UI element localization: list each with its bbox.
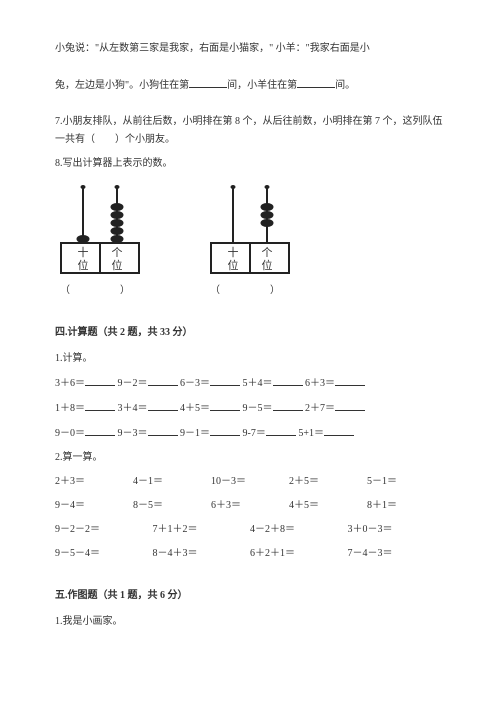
calc-grid-row: 2＋3＝4－1＝10－3＝2＋5＝5－1＝ [55, 473, 445, 491]
equation: 6＋3＝ [305, 378, 335, 389]
calc-grid5: 2＋3＝4－1＝10－3＝2＋5＝5－1＝ 9－4＝8－5＝6＋3＝4＋5＝8＋1… [55, 473, 445, 515]
answer-blank[interactable] [335, 374, 365, 386]
svg-text:十: 十 [228, 245, 239, 259]
answer-blank[interactable] [324, 424, 354, 436]
svg-text:位: 位 [228, 258, 239, 272]
equation: 5+1＝ [298, 428, 324, 439]
answer-blank[interactable] [148, 424, 178, 436]
equation: 4－2＋8＝ [250, 521, 348, 539]
equation: 10－3＝ [211, 473, 289, 491]
section-5-title: 五.作图题（共 1 题，共 6 分） [55, 587, 445, 605]
section5-q1: 1.我是小画家。 [55, 613, 445, 631]
equation: 4＋5＝ [289, 497, 367, 515]
equation: 9－4＝ [55, 497, 133, 515]
equation: 8－4＋3＝ [153, 545, 251, 563]
svg-text:位: 位 [262, 258, 273, 272]
story-line2a: 兔，左边是小狗"。小狗住在第 [55, 80, 189, 91]
abacus-container: 十个位位 （ ） 十个位位 （ ） [55, 183, 445, 300]
equation: 9－2－2＝ [55, 521, 153, 539]
equation: 2＋7＝ [305, 403, 335, 414]
answer-blank[interactable] [85, 424, 115, 436]
equation: 7－4－3＝ [348, 545, 446, 563]
blank-sheep[interactable] [297, 76, 335, 88]
story-line2: 兔，左边是小狗"。小狗住在第 间，小羊住在第 间。 [55, 76, 445, 95]
section-4-title: 四.计算题（共 2 题，共 33 分） [55, 324, 445, 342]
equation: 8－5＝ [133, 497, 211, 515]
equation: 1＋8＝ [55, 403, 85, 414]
equation: 5－1＝ [367, 473, 445, 491]
calc-grid-row: 9－4＝8－5＝6＋3＝4＋5＝8＋1＝ [55, 497, 445, 515]
answer-blank[interactable] [210, 399, 240, 411]
abacus-2: 十个位位 （ ） [205, 183, 295, 300]
calc-row: 3＋6＝ 9－2＝ 6－3＝ 5＋4＝ 6＋3＝ [55, 374, 445, 393]
answer-blank[interactable] [85, 374, 115, 386]
equation: 9－3＝ [118, 428, 148, 439]
abacus-2-paren[interactable]: （ ） [210, 282, 290, 300]
answer-blank[interactable] [273, 374, 303, 386]
abacus-1-paren[interactable]: （ ） [60, 282, 140, 300]
answer-blank[interactable] [148, 374, 178, 386]
equation: 5＋4＝ [243, 378, 273, 389]
calc-row: 9－0＝ 9－3＝ 9－1＝ 9-7＝ 5+1＝ [55, 424, 445, 443]
calc-grid-row: 9－2－2＝7＋1＋2＝4－2＋8＝3＋0－3＝ [55, 521, 445, 539]
story-line2b: 间，小羊住在第 [227, 80, 297, 91]
equation: 9－5＝ [243, 403, 273, 414]
equation: 9－1＝ [180, 428, 210, 439]
answer-blank[interactable] [266, 424, 296, 436]
equation: 3＋4＝ [118, 403, 148, 414]
abacus-2-svg: 十个位位 [205, 183, 295, 278]
equation: 6－3＝ [180, 378, 210, 389]
equation: 9-7＝ [243, 428, 266, 439]
answer-blank[interactable] [148, 399, 178, 411]
answer-blank[interactable] [273, 399, 303, 411]
svg-text:个: 个 [112, 246, 123, 259]
question-7: 7.小朋友排队，从前往后数，小明排在第 8 个，从后往前数，小明排在第 7 个，… [55, 113, 445, 149]
equation: 4－1＝ [133, 473, 211, 491]
answer-blank[interactable] [85, 399, 115, 411]
equation: 6＋3＝ [211, 497, 289, 515]
calc-row: 1＋8＝ 3＋4＝ 4＋5＝ 9－5＝ 2＋7＝ [55, 399, 445, 418]
answer-blank[interactable] [335, 399, 365, 411]
svg-text:个: 个 [262, 246, 273, 259]
equation: 2＋3＝ [55, 473, 133, 491]
equation: 3＋0－3＝ [348, 521, 446, 539]
equation: 8＋1＝ [367, 497, 445, 515]
svg-text:位: 位 [78, 258, 89, 272]
q2-label: 2.算一算。 [55, 449, 445, 467]
svg-text:十: 十 [78, 245, 89, 259]
calc-grid-row: 9－5－4＝8－4＋3＝6＋2＋1＝7－4－3＝ [55, 545, 445, 563]
answer-blank[interactable] [210, 374, 240, 386]
equation: 9－2＝ [118, 378, 148, 389]
story-line2c: 间。 [335, 80, 355, 91]
story-para: 小兔说："从左数第三家是我家，右面是小猫家，" 小羊："我家右面是小 [55, 40, 445, 58]
equation: 7＋1＋2＝ [153, 521, 251, 539]
equation: 2＋5＝ [289, 473, 367, 491]
abacus-1: 十个位位 （ ） [55, 183, 145, 300]
question-8: 8.写出计算器上表示的数。 [55, 155, 445, 173]
equation: 9－5－4＝ [55, 545, 153, 563]
equation: 6＋2＋1＝ [250, 545, 348, 563]
abacus-1-svg: 十个位位 [55, 183, 145, 278]
story-line1: 小兔说："从左数第三家是我家，右面是小猫家，" 小羊："我家右面是小 [55, 40, 445, 58]
equation: 4＋5＝ [180, 403, 210, 414]
svg-text:位: 位 [112, 258, 123, 272]
blank-dog[interactable] [189, 76, 227, 88]
equation: 9－0＝ [55, 428, 85, 439]
calc-rows-blank: 3＋6＝ 9－2＝ 6－3＝ 5＋4＝ 6＋3＝ 1＋8＝ 3＋4＝ 4＋5＝ … [55, 374, 445, 443]
calc-grid4: 9－2－2＝7＋1＋2＝4－2＋8＝3＋0－3＝ 9－5－4＝8－4＋3＝6＋2＋… [55, 521, 445, 563]
q1-label: 1.计算。 [55, 350, 445, 368]
equation: 3＋6＝ [55, 378, 85, 389]
answer-blank[interactable] [210, 424, 240, 436]
